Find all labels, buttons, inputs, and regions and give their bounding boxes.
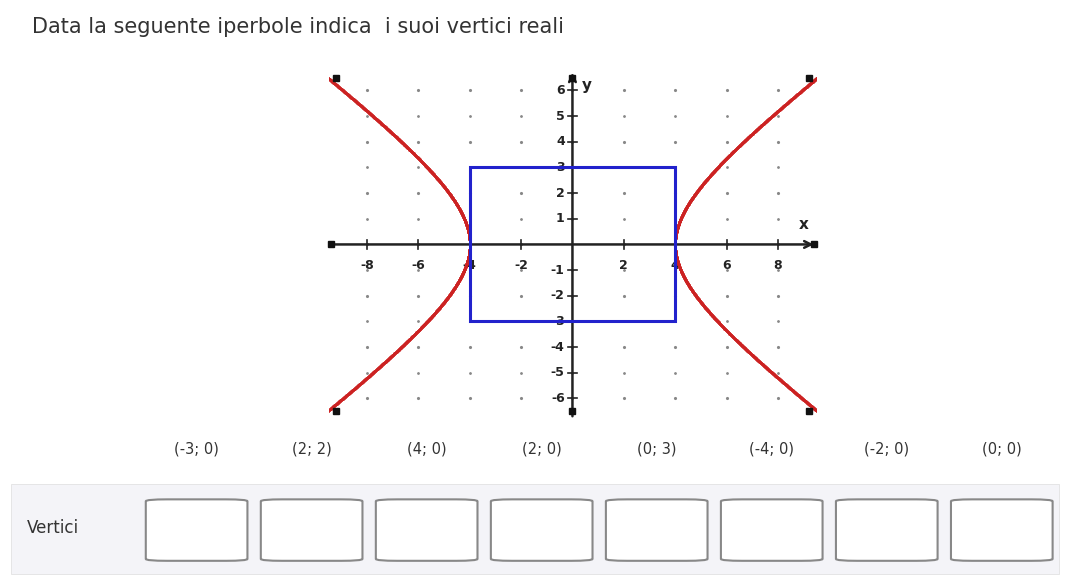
Text: (4; 0): (4; 0) — [407, 442, 446, 457]
Text: 1: 1 — [556, 212, 565, 225]
FancyBboxPatch shape — [146, 499, 247, 561]
Text: y: y — [581, 77, 592, 93]
Text: Data la seguente iperbole indica  i suoi vertici reali: Data la seguente iperbole indica i suoi … — [32, 17, 564, 37]
Text: -2: -2 — [515, 258, 528, 272]
Text: -6: -6 — [551, 392, 565, 405]
Text: -3: -3 — [551, 315, 565, 328]
Text: -6: -6 — [412, 258, 425, 272]
Text: -8: -8 — [361, 258, 373, 272]
Text: 4: 4 — [671, 258, 679, 272]
Text: (-3; 0): (-3; 0) — [174, 442, 219, 457]
Text: (-4; 0): (-4; 0) — [749, 442, 794, 457]
Text: (0; 3): (0; 3) — [637, 442, 676, 457]
Text: (2; 2): (2; 2) — [292, 442, 332, 457]
Text: 2: 2 — [620, 258, 628, 272]
Text: 4: 4 — [556, 135, 565, 148]
Text: -5: -5 — [551, 366, 565, 379]
Text: x: x — [798, 217, 809, 232]
Text: -4: -4 — [551, 340, 565, 354]
FancyBboxPatch shape — [836, 499, 937, 561]
FancyBboxPatch shape — [261, 499, 363, 561]
Text: -4: -4 — [463, 258, 476, 272]
Text: 8: 8 — [774, 258, 782, 272]
Text: -2: -2 — [551, 289, 565, 302]
Text: (0; 0): (0; 0) — [982, 442, 1022, 457]
Bar — [470, 168, 675, 321]
FancyBboxPatch shape — [721, 499, 823, 561]
Text: 5: 5 — [556, 109, 565, 123]
FancyBboxPatch shape — [491, 499, 593, 561]
Text: 2: 2 — [556, 187, 565, 200]
FancyBboxPatch shape — [951, 499, 1053, 561]
Text: 3: 3 — [556, 161, 565, 174]
Text: (-2; 0): (-2; 0) — [865, 442, 910, 457]
FancyBboxPatch shape — [11, 484, 1059, 574]
Text: 6: 6 — [722, 258, 731, 272]
Text: (2; 0): (2; 0) — [522, 442, 562, 457]
Text: 6: 6 — [556, 84, 565, 97]
Text: -1: -1 — [551, 264, 565, 276]
FancyBboxPatch shape — [376, 499, 477, 561]
Text: Vertici: Vertici — [27, 519, 79, 537]
FancyBboxPatch shape — [606, 499, 707, 561]
